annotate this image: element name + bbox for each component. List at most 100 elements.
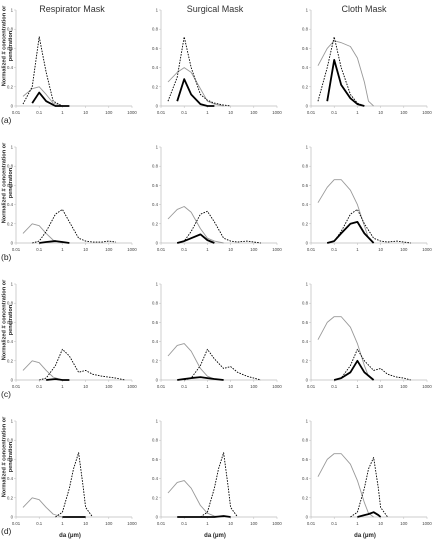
x-tick-label: 10 bbox=[228, 521, 233, 526]
series-line-dotted bbox=[177, 210, 261, 244]
x-tick-label: 0.01 bbox=[307, 110, 316, 115]
series-line-dotted bbox=[327, 208, 411, 244]
series-line-black bbox=[176, 233, 215, 244]
y-axis-label-line2: penetration bbox=[8, 441, 14, 472]
y-tick-label: 0.2 bbox=[7, 221, 14, 226]
x-tick-label: 1 bbox=[206, 110, 209, 115]
y-tick-label: 0.8 bbox=[7, 438, 14, 443]
y-tick-label: 1 bbox=[306, 145, 309, 150]
x-tick-label: 100 bbox=[400, 521, 408, 526]
row-label-a: (a) bbox=[1, 115, 12, 125]
y-axis-label: Normalized # concentration or bbox=[2, 279, 8, 360]
y-tick-label: 0.6 bbox=[152, 457, 159, 462]
y-tick-label: 0 bbox=[11, 241, 14, 246]
x-tick-label: 0.01 bbox=[307, 384, 316, 389]
series-line-gray bbox=[317, 316, 374, 381]
series-line-black bbox=[177, 515, 231, 518]
y-tick-label: 0 bbox=[306, 378, 309, 383]
y-axis-label-line2: penetration bbox=[8, 30, 14, 61]
x-tick-label: 0.01 bbox=[12, 110, 21, 115]
y-tick-label: 0.8 bbox=[302, 301, 309, 306]
x-tick-label: 0.01 bbox=[12, 247, 21, 252]
y-tick-label: 0.4 bbox=[152, 202, 159, 207]
x-tick-label: 1000 bbox=[422, 247, 432, 252]
x-tick-label: 100 bbox=[250, 247, 258, 252]
series-line-dotted bbox=[55, 452, 93, 518]
x-tick-label: 1000 bbox=[127, 247, 137, 252]
y-tick-label: 0.6 bbox=[152, 183, 159, 188]
x-tick-label: 0.01 bbox=[157, 247, 166, 252]
x-tick-label: 10 bbox=[228, 247, 233, 252]
panel-d-respirator: 0 0.2 0.4 0.6 0.8 1 0.01 0.1 1 10 100 1000 Normalize… bbox=[1, 416, 137, 539]
x-tick-label: 10 bbox=[378, 247, 383, 252]
column-title-cloth: Cloth Mask bbox=[341, 4, 387, 14]
y-tick-label: 0.6 bbox=[7, 183, 14, 188]
y-tick-label: 0.2 bbox=[152, 84, 159, 89]
x-tick-label: 100 bbox=[400, 247, 408, 252]
series-line-black bbox=[176, 78, 215, 107]
panel-b-cloth: 0 0.2 0.4 0.6 0.8 1 0.01 0.1 1 10 100 1000 bbox=[302, 145, 432, 253]
x-tick-label: 0.1 bbox=[181, 110, 188, 115]
x-tick-label: 0.1 bbox=[181, 521, 188, 526]
x-tick-label: 0.1 bbox=[331, 521, 338, 526]
x-tick-label: 100 bbox=[250, 110, 258, 115]
y-tick-label: 1 bbox=[156, 145, 159, 150]
y-tick-label: 1 bbox=[11, 282, 14, 287]
y-tick-label: 0.4 bbox=[7, 476, 14, 481]
series-line-gray bbox=[22, 497, 63, 518]
y-tick-label: 0 bbox=[156, 241, 159, 246]
x-tick-label: 1000 bbox=[127, 521, 137, 526]
y-tick-label: 0.4 bbox=[152, 476, 159, 481]
x-tick-label: 0.1 bbox=[181, 247, 188, 252]
y-tick-label: 0 bbox=[156, 104, 159, 109]
panel-b-surgical: 0 0.2 0.4 0.6 0.8 1 0.01 0.1 1 10 100 1000 bbox=[152, 145, 282, 253]
x-tick-label: 0.01 bbox=[157, 521, 166, 526]
series-line-black bbox=[177, 376, 224, 381]
x-axis-label: da (μm) bbox=[354, 533, 376, 539]
series-line-black bbox=[357, 511, 382, 518]
series-line-gray bbox=[317, 453, 374, 518]
panel-c-cloth: 0 0.2 0.4 0.6 0.8 1 0.01 0.1 1 10 100 1000 bbox=[302, 282, 432, 390]
y-tick-label: 1 bbox=[306, 282, 309, 287]
y-tick-label: 1 bbox=[156, 8, 159, 13]
x-tick-label: 100 bbox=[105, 521, 113, 526]
panel-b-respirator: 0 0.2 0.4 0.6 0.8 1 0.01 0.1 1 10 100 1000 Normalize… bbox=[1, 142, 137, 262]
x-tick-label: 10 bbox=[378, 110, 383, 115]
y-tick-label: 0.4 bbox=[302, 65, 309, 70]
x-tick-label: 1 bbox=[61, 110, 64, 115]
row-label-d: (d) bbox=[1, 526, 12, 536]
x-tick-label: 1000 bbox=[127, 110, 137, 115]
x-tick-label: 10 bbox=[83, 521, 88, 526]
panel-a-cloth: 0 0.2 0.4 0.6 0.8 1 0.01 0.1 1 10 100 1000 bbox=[302, 8, 432, 116]
x-tick-label: 1 bbox=[356, 521, 359, 526]
y-tick-label: 0.8 bbox=[7, 301, 14, 306]
series-line-dotted bbox=[334, 348, 411, 381]
y-tick-label: 0.8 bbox=[7, 164, 14, 169]
x-tick-label: 0.01 bbox=[12, 384, 21, 389]
x-tick-label: 10 bbox=[378, 384, 383, 389]
series-line-gray bbox=[167, 480, 224, 518]
y-tick-label: 1 bbox=[11, 419, 14, 424]
panel-d-surgical: 0 0.2 0.4 0.6 0.8 1 0.01 0.1 1 10 100 1000 da (μm) bbox=[152, 419, 282, 540]
y-tick-label: 0.8 bbox=[152, 438, 159, 443]
panel-grid: 00.20.40.60.810.01 0.1 1 10 100 1000Normalize… bbox=[1, 5, 432, 539]
y-tick-label: 1 bbox=[306, 419, 309, 424]
panel-c-surgical: 0 0.2 0.4 0.6 0.8 1 0.01 0.1 1 10 100 1000 bbox=[152, 282, 282, 390]
y-tick-label: 0.2 bbox=[302, 358, 309, 363]
series-line-black bbox=[39, 240, 70, 244]
y-tick-label: 0.2 bbox=[7, 495, 14, 500]
x-tick-label: 100 bbox=[250, 384, 258, 389]
x-tick-label: 10 bbox=[228, 384, 233, 389]
y-tick-label: 0.8 bbox=[302, 438, 309, 443]
y-tick-label: 0.2 bbox=[152, 221, 159, 226]
y-tick-label: 0.4 bbox=[302, 202, 309, 207]
y-axis-label: Normalized # concentration or bbox=[2, 416, 8, 497]
y-tick-label: 1 bbox=[11, 145, 14, 150]
panel-a-surgical: 0 0.2 0.4 0.6 0.8 1 0.01 0.1 1 10 100 1000 bbox=[152, 8, 282, 116]
series-line-dotted bbox=[200, 452, 238, 518]
x-axis-label: da (μm) bbox=[204, 533, 226, 539]
x-tick-label: 0.1 bbox=[36, 384, 43, 389]
x-tick-label: 1000 bbox=[272, 247, 282, 252]
series-line-dotted bbox=[39, 348, 126, 381]
